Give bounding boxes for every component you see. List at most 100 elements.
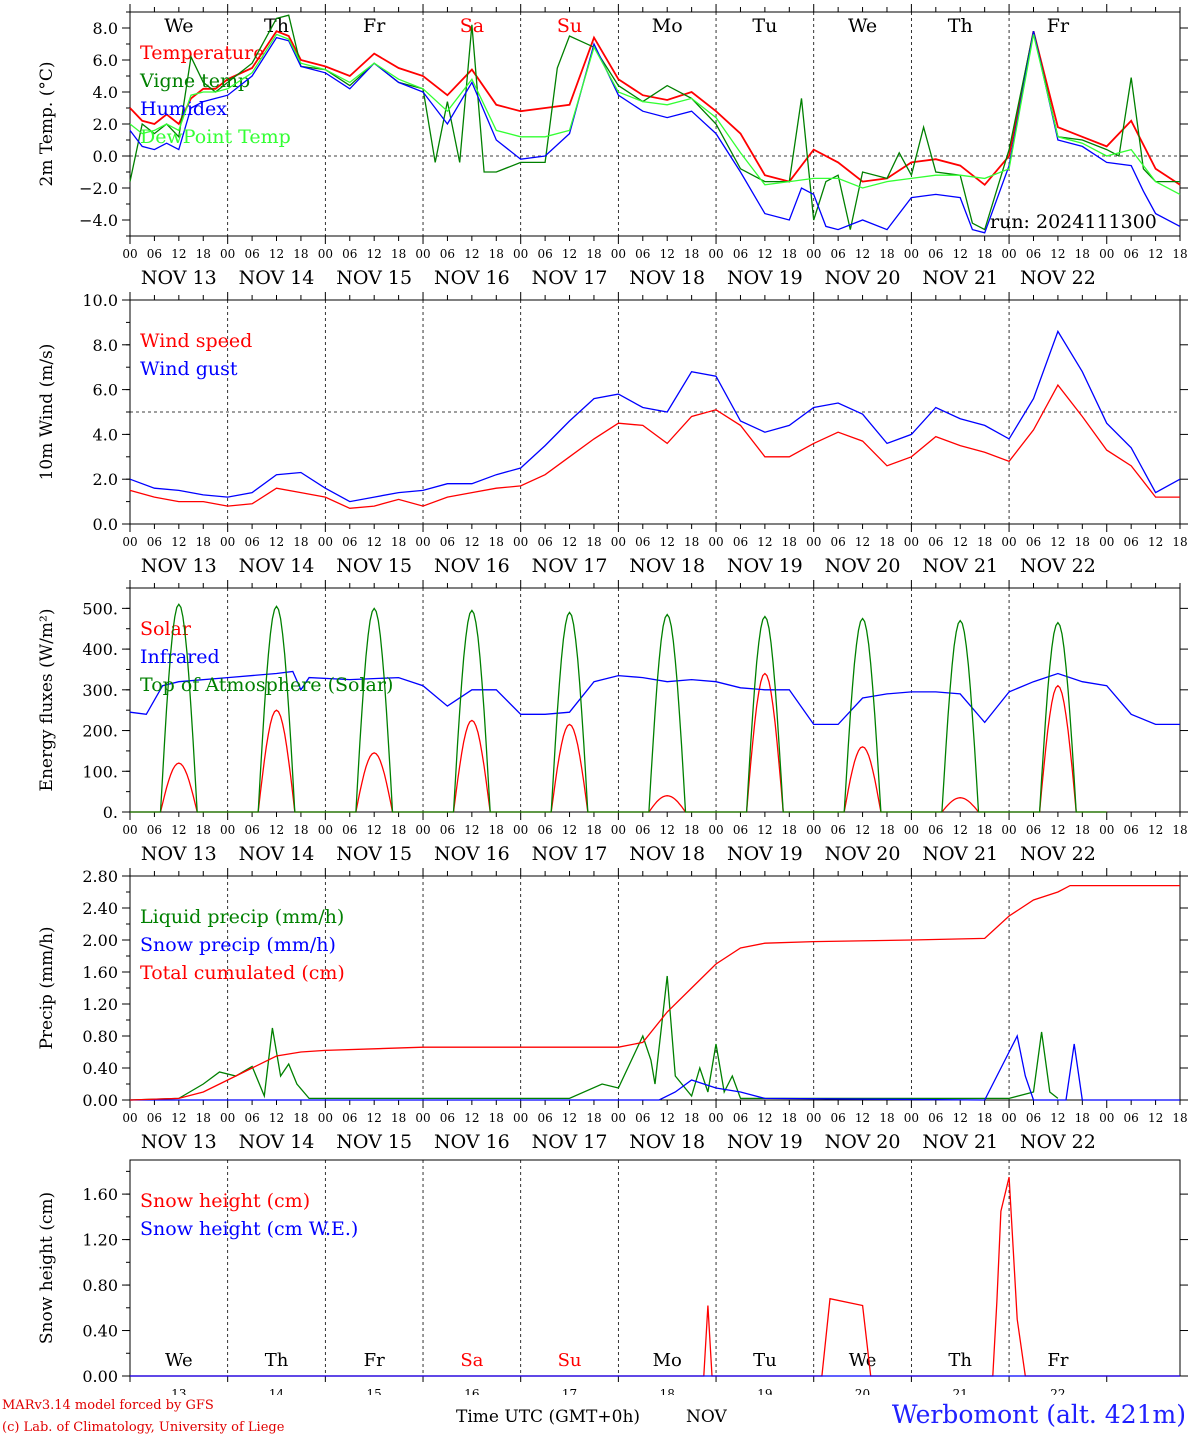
x-hour-label: 00	[1001, 823, 1016, 837]
y-tick-label: 1.20	[82, 995, 118, 1014]
x-hour-label: 18	[391, 247, 406, 261]
panel-snow: 1.60 1.20 0.80 0.40 0.00 Snow height (cm) We 13…	[37, 1159, 1188, 1395]
x-hour-label: 06	[733, 247, 748, 261]
x-hour-label: 18	[196, 823, 211, 837]
x-hour-label: 18	[684, 1111, 699, 1125]
model-credit: MARv3.14 model forced by GFS	[2, 1398, 214, 1413]
x-hour-label: 18	[1075, 247, 1090, 261]
x-hour-label: 00	[122, 247, 137, 261]
x-date-label: NOV 14	[239, 1131, 315, 1153]
x-hour-label: 06	[830, 1111, 845, 1125]
y-axis-label: Energy fluxes (W/m²)	[37, 609, 57, 792]
day-number: 14	[269, 1387, 285, 1395]
day-number: 20	[855, 1387, 870, 1395]
x-hour-label: 18	[1172, 247, 1187, 261]
x-hour-label: 00	[122, 1111, 137, 1125]
x-hour-label: 06	[244, 823, 259, 837]
x-hour-label: 00	[904, 247, 919, 261]
x-hour-label: 12	[757, 823, 772, 837]
y-tick-label: 10.0	[82, 291, 118, 310]
x-hour-label: 00	[1099, 247, 1114, 261]
x-hour-label: 00	[220, 823, 235, 837]
x-date-label: NOV 15	[336, 555, 412, 577]
plot-frame	[129, 11, 1181, 237]
x-hour-label: 00	[318, 535, 333, 549]
y-tick-label: 500.	[82, 599, 118, 618]
series-line-humidex	[129, 31, 1181, 234]
x-date-label: NOV 20	[825, 555, 901, 577]
x-hour-label: 00	[318, 1111, 333, 1125]
day-name: Su	[557, 15, 582, 37]
x-date-label: NOV 19	[727, 555, 803, 577]
x-hour-label: 00	[611, 535, 626, 549]
x-hour-label: 12	[953, 535, 968, 549]
x-hour-label: 18	[684, 247, 699, 261]
x-hour-label: 18	[879, 247, 894, 261]
x-hour-label: 18	[489, 1111, 504, 1125]
x-hour-label: 18	[782, 247, 797, 261]
x-hour-label: 18	[1172, 535, 1187, 549]
x-hour-label: 06	[147, 535, 162, 549]
x-hour-label: 12	[171, 1111, 186, 1125]
day-number: 15	[367, 1387, 382, 1395]
series-line-snow-precip-mm-h	[130, 1034, 1180, 1101]
y-tick-label: 6.0	[93, 381, 118, 400]
x-hour-label: 12	[1050, 823, 1065, 837]
x-hour-label: 00	[1099, 535, 1114, 549]
month-label: NOV	[686, 1407, 727, 1427]
x-hour-label: 00	[708, 535, 723, 549]
run-label: run: 2024111300	[990, 211, 1157, 233]
x-hour-label: 12	[757, 535, 772, 549]
x-date-label: NOV 22	[1020, 555, 1096, 577]
x-date-label: NOV 13	[141, 267, 217, 289]
day-number: 16	[464, 1387, 479, 1395]
y-axis-label: 2m Temp. (°C)	[37, 61, 57, 186]
x-hour-label: 12	[660, 823, 675, 837]
x-hour-label: 12	[660, 535, 675, 549]
x-hour-label: 12	[855, 823, 870, 837]
x-hour-label: 06	[635, 247, 650, 261]
x-date-label: NOV 22	[1020, 1131, 1096, 1153]
y-tick-label: 0.00	[82, 1091, 118, 1110]
x-date-label: NOV 18	[629, 555, 705, 577]
x-hour-label: 06	[342, 535, 357, 549]
x-date-label: NOV 19	[727, 843, 803, 865]
x-hour-label: 06	[1124, 823, 1139, 837]
day-name: Mo	[653, 1350, 682, 1371]
x-hour-label: 12	[757, 247, 772, 261]
x-date-label: NOV 16	[434, 267, 510, 289]
legend-label: Total cumulated (cm)	[140, 962, 345, 984]
day-name: Th	[264, 15, 289, 37]
meteogram: 8.0 6.0 4.0 2.0 0.0 −4.0 −2.0 2m Temp. (°C) 00 06…	[37, 4, 1188, 1395]
x-hour-label: 06	[342, 823, 357, 837]
x-date-label: NOV 22	[1020, 267, 1096, 289]
x-date-label: NOV 19	[727, 267, 803, 289]
x-axis-label: Time UTC (GMT+0h)	[456, 1407, 641, 1427]
day-number: 19	[757, 1387, 772, 1395]
x-hour-label: 00	[415, 1111, 430, 1125]
x-hour-label: 06	[537, 247, 552, 261]
x-hour-label: 06	[147, 1111, 162, 1125]
day-number: 13	[171, 1387, 186, 1395]
day-name: Th	[948, 15, 973, 37]
legend-label: Top of Atmosphere (Solar)	[140, 674, 393, 696]
x-hour-label: 18	[196, 1111, 211, 1125]
x-hour-label: 00	[904, 823, 919, 837]
y-tick-label: 0.0	[93, 515, 118, 534]
y-tick-label: 4.0	[93, 425, 118, 444]
series-line-dewpoint-temp	[129, 33, 1181, 195]
x-hour-label: 12	[953, 247, 968, 261]
x-hour-label: 06	[147, 247, 162, 261]
x-date-label: NOV 21	[922, 555, 998, 577]
x-hour-label: 06	[537, 535, 552, 549]
day-name: Tu	[753, 1350, 777, 1371]
x-hour-label: 18	[879, 1111, 894, 1125]
x-hour-label: 06	[244, 535, 259, 549]
x-date-label: NOV 14	[239, 267, 315, 289]
legend-label: Vigne temp	[139, 70, 250, 92]
y-tick-label: 2.0	[93, 470, 118, 489]
x-hour-label: 12	[464, 1111, 479, 1125]
x-date-label: NOV 16	[434, 843, 510, 865]
x-hour-label: 00	[708, 1111, 723, 1125]
x-hour-label: 00	[513, 247, 528, 261]
